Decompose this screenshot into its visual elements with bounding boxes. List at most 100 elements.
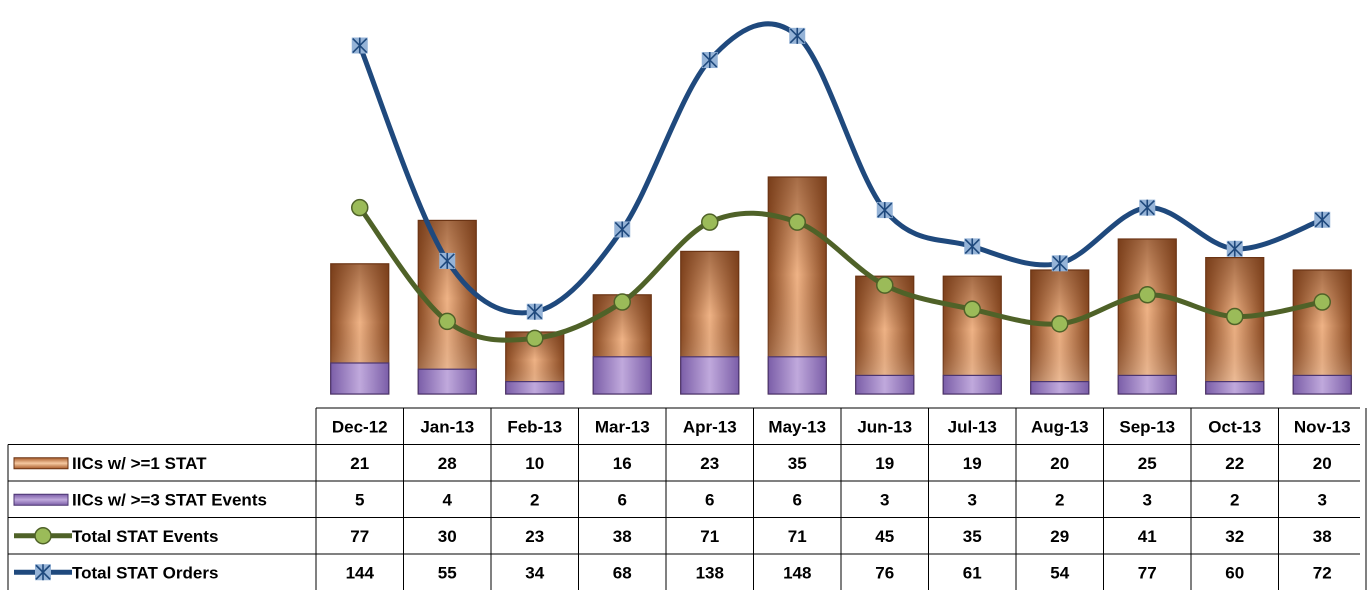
table-cell-value: 38 bbox=[613, 527, 632, 546]
marker-total-stat-events bbox=[1138, 286, 1156, 304]
bar-iics-1-stat-shade bbox=[1118, 239, 1177, 394]
table-cell-value: 77 bbox=[350, 527, 369, 546]
marker-total-stat-events bbox=[1226, 307, 1244, 326]
marker-total-stat-orders bbox=[526, 303, 543, 320]
marker-total-stat-orders bbox=[614, 221, 631, 238]
table-cell-value: 30 bbox=[438, 527, 457, 546]
bar-iics-1-stat-shade bbox=[1205, 257, 1264, 394]
bar-group bbox=[680, 250, 740, 395]
marker-total-stat-orders bbox=[351, 37, 368, 54]
legend-label: Total STAT Events bbox=[72, 527, 218, 546]
bar-iics-3-stat bbox=[1205, 381, 1265, 395]
bar-group bbox=[1205, 257, 1265, 395]
line-total-stat-events bbox=[357, 205, 1325, 343]
markers-layer bbox=[351, 27, 1331, 348]
bar-group bbox=[1117, 238, 1177, 395]
legend-label: IICs w/ >=3 STAT Events bbox=[72, 490, 267, 509]
table-cell-value: 22 bbox=[1225, 454, 1244, 473]
bar-iics-3-stat bbox=[942, 374, 1002, 395]
bar-group bbox=[417, 219, 477, 395]
table-cell-value: 71 bbox=[788, 527, 807, 546]
category-label: Mar-13 bbox=[595, 417, 650, 436]
marker-total-stat-orders bbox=[876, 202, 893, 219]
category-label: Jan-13 bbox=[420, 417, 474, 436]
marker-total-stat-events bbox=[1051, 315, 1069, 333]
data-table: Dec-12 Jan-13 Feb-13 Mar-13 Apr-13 May-13 Jun-… bbox=[7, 407, 1367, 590]
table-cell-value: 19 bbox=[875, 454, 894, 473]
legend-entry: IICs w/ >=3 STAT Events bbox=[13, 490, 267, 509]
bar-iics-3-stat bbox=[1117, 374, 1177, 395]
table-cell-value: 5 bbox=[355, 490, 364, 509]
table-cell-value: 3 bbox=[1318, 490, 1327, 509]
table-cell-value: 4 bbox=[443, 490, 453, 509]
table-cell-value: 35 bbox=[788, 454, 807, 473]
marker-total-stat-orders bbox=[1314, 211, 1331, 228]
legend-key-marker bbox=[34, 527, 52, 545]
marker-total-stat-events bbox=[1313, 293, 1331, 311]
category-label: Nov-13 bbox=[1294, 417, 1351, 436]
bar-iics-3-stat bbox=[505, 381, 565, 395]
table-cell-value: 3 bbox=[880, 490, 889, 509]
table-cell-value: 32 bbox=[1225, 527, 1244, 546]
table-cell-value: 23 bbox=[700, 454, 719, 473]
table-cell-value: 2 bbox=[1230, 490, 1239, 509]
marker-total-stat-events bbox=[701, 213, 719, 231]
table-cell-value: 3 bbox=[1143, 490, 1152, 509]
table-cell-value: 61 bbox=[963, 563, 982, 582]
table-cell-value: 54 bbox=[1050, 563, 1069, 582]
table-cell-value: 2 bbox=[1055, 490, 1064, 509]
table-cell-value: 3 bbox=[968, 490, 977, 509]
marker-total-stat-events bbox=[876, 276, 894, 294]
table-cell-value: 20 bbox=[1050, 454, 1069, 473]
bar-iics-1-stat-shade bbox=[418, 220, 477, 394]
table-cell-value: 71 bbox=[700, 527, 719, 546]
table-cell-value: 29 bbox=[1050, 527, 1069, 546]
marker-total-stat-orders bbox=[439, 252, 456, 269]
category-label: Jul-13 bbox=[948, 417, 997, 436]
bar-iics-3-stat bbox=[767, 356, 827, 395]
bar-iics-3-stat bbox=[855, 374, 915, 395]
legend-key-marker bbox=[35, 564, 51, 581]
table-cell-value: 148 bbox=[783, 563, 811, 582]
table-cell-value: 10 bbox=[525, 454, 544, 473]
lines-layer bbox=[357, 21, 1325, 343]
line-total-stat-orders bbox=[357, 21, 1325, 316]
table-cell-value: 41 bbox=[1138, 527, 1157, 546]
bar-iics-3-stat bbox=[330, 362, 390, 395]
table-cell-value: 35 bbox=[963, 527, 982, 546]
category-label: Aug-13 bbox=[1031, 417, 1089, 436]
bar-iics-3-stat bbox=[1292, 374, 1352, 395]
marker-total-stat-events bbox=[351, 198, 369, 217]
category-label: Jun-13 bbox=[857, 417, 912, 436]
table-cell-value: 60 bbox=[1225, 563, 1244, 582]
legend-entry: Total STAT Orders bbox=[14, 563, 218, 582]
table-cell-value: 6 bbox=[618, 490, 627, 509]
marker-total-stat-events bbox=[613, 293, 631, 311]
legend-label: IICs w/ >=1 STAT bbox=[72, 454, 207, 473]
table-cell-value: 138 bbox=[696, 563, 724, 582]
table-cell-value: 72 bbox=[1313, 563, 1332, 582]
legend-key-bar bbox=[13, 493, 69, 506]
marker-total-stat-orders bbox=[1226, 240, 1243, 257]
table-cell-value: 6 bbox=[705, 490, 714, 509]
table-cell-value: 20 bbox=[1313, 454, 1332, 473]
marker-total-stat-orders bbox=[701, 52, 718, 69]
category-label: May-13 bbox=[768, 417, 826, 436]
bar-group bbox=[330, 263, 390, 395]
marker-total-stat-orders bbox=[1051, 255, 1068, 272]
bar-group bbox=[1030, 269, 1090, 395]
marker-total-stat-events bbox=[788, 213, 806, 231]
category-label: Oct-13 bbox=[1208, 417, 1261, 436]
bar-iics-3-stat bbox=[680, 356, 740, 395]
legend-entry: Total STAT Events bbox=[14, 527, 218, 546]
bar-iics-1-stat-shade bbox=[1293, 270, 1352, 394]
table-cell-value: 6 bbox=[793, 490, 802, 509]
table-cell-value: 28 bbox=[438, 454, 457, 473]
bar-iics-3-stat bbox=[1030, 381, 1090, 395]
table-cell-value: 77 bbox=[1138, 563, 1157, 582]
marker-total-stat-orders bbox=[1139, 199, 1156, 216]
table-cell-value: 34 bbox=[525, 563, 544, 582]
category-label: Dec-12 bbox=[332, 417, 388, 436]
legend-entry: IICs w/ >=1 STAT bbox=[13, 454, 207, 473]
